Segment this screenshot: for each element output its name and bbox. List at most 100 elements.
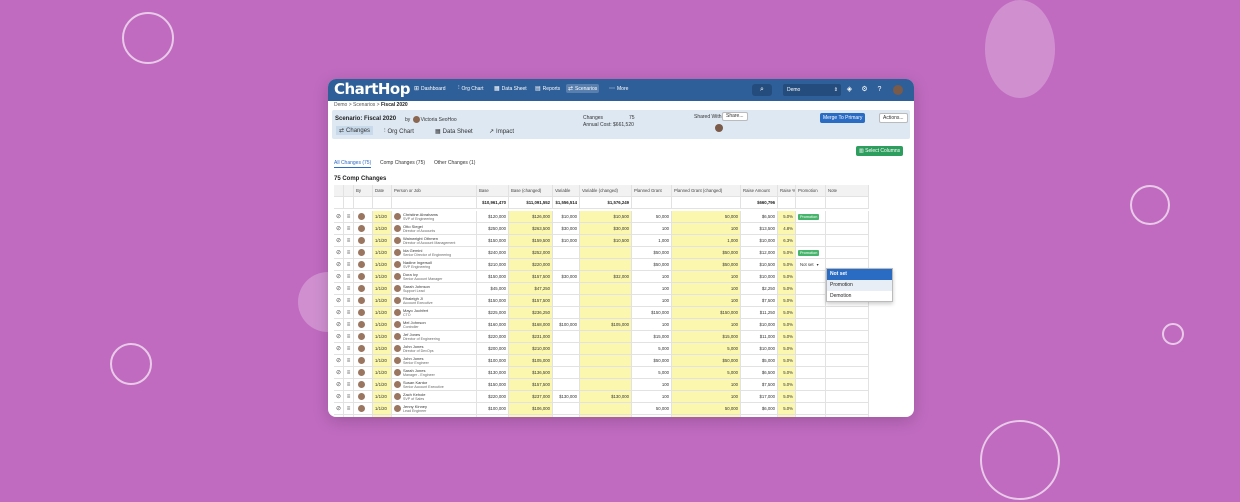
select-columns-button[interactable]: ▥ Select Columns <box>856 146 904 156</box>
date-cell[interactable]: 1/1/20 <box>373 391 392 403</box>
promotion-cell[interactable] <box>796 295 826 307</box>
changed-by-avatar[interactable] <box>354 379 373 391</box>
var-changed-cell[interactable]: $130,000 <box>580 391 632 403</box>
base-changed-cell[interactable]: $237,000 <box>509 391 553 403</box>
tab-other-changes[interactable]: Other Changes (1) <box>434 160 476 166</box>
changed-by-avatar[interactable] <box>354 211 373 223</box>
remove-change-button[interactable]: ⊘ <box>334 403 344 415</box>
var-changed-cell[interactable] <box>580 403 632 415</box>
person-cell[interactable]: Zach Kehole SVP of Sales <box>392 391 477 403</box>
org-select[interactable]: Demo ⇕ <box>783 84 841 96</box>
date-cell[interactable]: 1/1/20 <box>373 367 392 379</box>
changed-by-avatar[interactable] <box>354 235 373 247</box>
note-cell[interactable] <box>826 235 869 247</box>
table-header-cell[interactable]: Raise Amount <box>741 185 778 197</box>
dropdown-option-demotion[interactable]: Demotion <box>830 293 852 299</box>
promotion-cell[interactable] <box>796 223 826 235</box>
note-cell[interactable] <box>826 355 869 367</box>
base-changed-cell[interactable]: $126,000 <box>509 211 553 223</box>
var-changed-cell[interactable] <box>580 355 632 367</box>
base-changed-cell[interactable]: $157,500 <box>509 271 553 283</box>
user-avatar[interactable] <box>893 85 903 95</box>
pct-cell[interactable]: 5.0% <box>778 271 796 283</box>
var-changed-cell[interactable] <box>580 247 632 259</box>
pct-cell[interactable]: 5.0% <box>778 367 796 379</box>
help-button[interactable]: ? <box>874 84 885 96</box>
person-cell[interactable]: Dora Ivy Senior Account Manager <box>392 271 477 283</box>
table-header-cell[interactable]: Variable (changed) <box>580 185 632 197</box>
var-changed-cell[interactable]: $32,000 <box>580 271 632 283</box>
var-changed-cell[interactable]: $10,500 <box>580 211 632 223</box>
var-changed-cell[interactable] <box>580 343 632 355</box>
date-cell[interactable]: 1/1/20 <box>373 223 392 235</box>
base-changed-cell[interactable]: $105,000 <box>509 355 553 367</box>
promotion-cell[interactable]: Promotion <box>796 211 826 223</box>
breadcrumb-root[interactable]: Demo <box>334 102 348 108</box>
base-changed-cell[interactable]: $157,500 <box>509 379 553 391</box>
date-cell[interactable]: 1/1/20 <box>373 331 392 343</box>
date-cell[interactable]: 1/1/20 <box>373 415 392 417</box>
actions-button[interactable]: Actions... <box>879 113 908 123</box>
row-menu-button[interactable]: ≡ <box>344 271 354 283</box>
grant-changed-cell[interactable]: 1,000 <box>672 235 741 247</box>
var-changed-cell[interactable] <box>580 307 632 319</box>
nav-more[interactable]: ⋯ More <box>609 85 629 93</box>
grant-changed-cell[interactable]: 50,000 <box>672 403 741 415</box>
person-name[interactable]: Wainwright Othmen <box>403 236 438 241</box>
table-header-cell[interactable]: Base (changed) <box>509 185 553 197</box>
nav-org-chart[interactable]: ⫶ Org Chart <box>458 85 484 92</box>
pct-cell[interactable]: 5.0% <box>778 319 796 331</box>
grant-changed-cell[interactable]: $50,000 <box>672 355 741 367</box>
pct-cell[interactable]: 5.0% <box>778 247 796 259</box>
note-cell[interactable] <box>826 331 869 343</box>
person-name[interactable]: Zach Kehole <box>403 392 426 397</box>
person-cell[interactable]: Otto Siegel Director of Accounts <box>392 223 477 235</box>
note-cell[interactable] <box>826 223 869 235</box>
var-changed-cell[interactable] <box>580 379 632 391</box>
remove-change-button[interactable]: ⊘ <box>334 379 344 391</box>
pct-cell[interactable]: 5.0% <box>778 331 796 343</box>
row-menu-button[interactable]: ≡ <box>344 319 354 331</box>
settings-button[interactable]: ⚙ <box>859 84 870 96</box>
grant-changed-cell[interactable]: $50,000 <box>672 259 741 271</box>
note-cell[interactable] <box>826 367 869 379</box>
promotion-cell[interactable] <box>796 403 826 415</box>
remove-change-button[interactable]: ⊘ <box>334 235 344 247</box>
var-changed-cell[interactable] <box>580 283 632 295</box>
person-cell[interactable]: John Jones Director of DevOps <box>392 343 477 355</box>
promotion-cell[interactable] <box>796 367 826 379</box>
person-cell[interactable]: Jenny Kinney Lead Engineer <box>392 403 477 415</box>
promotion-cell[interactable] <box>796 379 826 391</box>
promotion-cell[interactable] <box>796 271 826 283</box>
changed-by-avatar[interactable] <box>354 247 373 259</box>
nav-data-sheet[interactable]: ▦ Data Sheet <box>494 85 527 93</box>
note-cell[interactable] <box>826 247 869 259</box>
person-name[interactable]: Mel Johnson <box>403 320 426 325</box>
grant-changed-cell[interactable]: 5,000 <box>672 367 741 379</box>
person-cell[interactable]: Ida Gemini Senior Director of Engineering <box>392 247 477 259</box>
dropdown-option-promotion[interactable]: Promotion <box>827 280 892 291</box>
remove-change-button[interactable]: ⊘ <box>334 283 344 295</box>
table-header-cell[interactable]: Planned Grant (changed) <box>672 185 741 197</box>
row-menu-button[interactable]: ≡ <box>344 223 354 235</box>
nav-scenarios[interactable]: ⇄ Scenarios <box>566 84 600 93</box>
pct-cell[interactable]: 5.0% <box>778 295 796 307</box>
person-cell[interactable]: Susan Kantor Senior Account Executive <box>392 379 477 391</box>
base-changed-cell[interactable]: $252,000 <box>509 247 553 259</box>
row-menu-button[interactable]: ≡ <box>344 295 354 307</box>
row-menu-button[interactable]: ≡ <box>344 415 354 417</box>
changed-by-avatar[interactable] <box>354 271 373 283</box>
var-changed-cell[interactable] <box>580 367 632 379</box>
person-name[interactable]: Ida Gemini <box>403 248 423 253</box>
person-name[interactable]: Otto Siegel <box>403 224 423 229</box>
changed-by-avatar[interactable] <box>354 259 373 271</box>
row-menu-button[interactable]: ≡ <box>344 211 354 223</box>
note-cell[interactable] <box>826 403 869 415</box>
pct-cell[interactable]: 5.0% <box>778 307 796 319</box>
person-cell[interactable]: Christine Abrahams SVP of Engineering <box>392 211 477 223</box>
note-cell[interactable] <box>826 343 869 355</box>
pct-cell[interactable]: 5.0% <box>778 355 796 367</box>
promotion-cell[interactable] <box>796 331 826 343</box>
person-cell[interactable]: Jef Jones Director of Engineering <box>392 331 477 343</box>
date-cell[interactable]: 1/1/20 <box>373 295 392 307</box>
